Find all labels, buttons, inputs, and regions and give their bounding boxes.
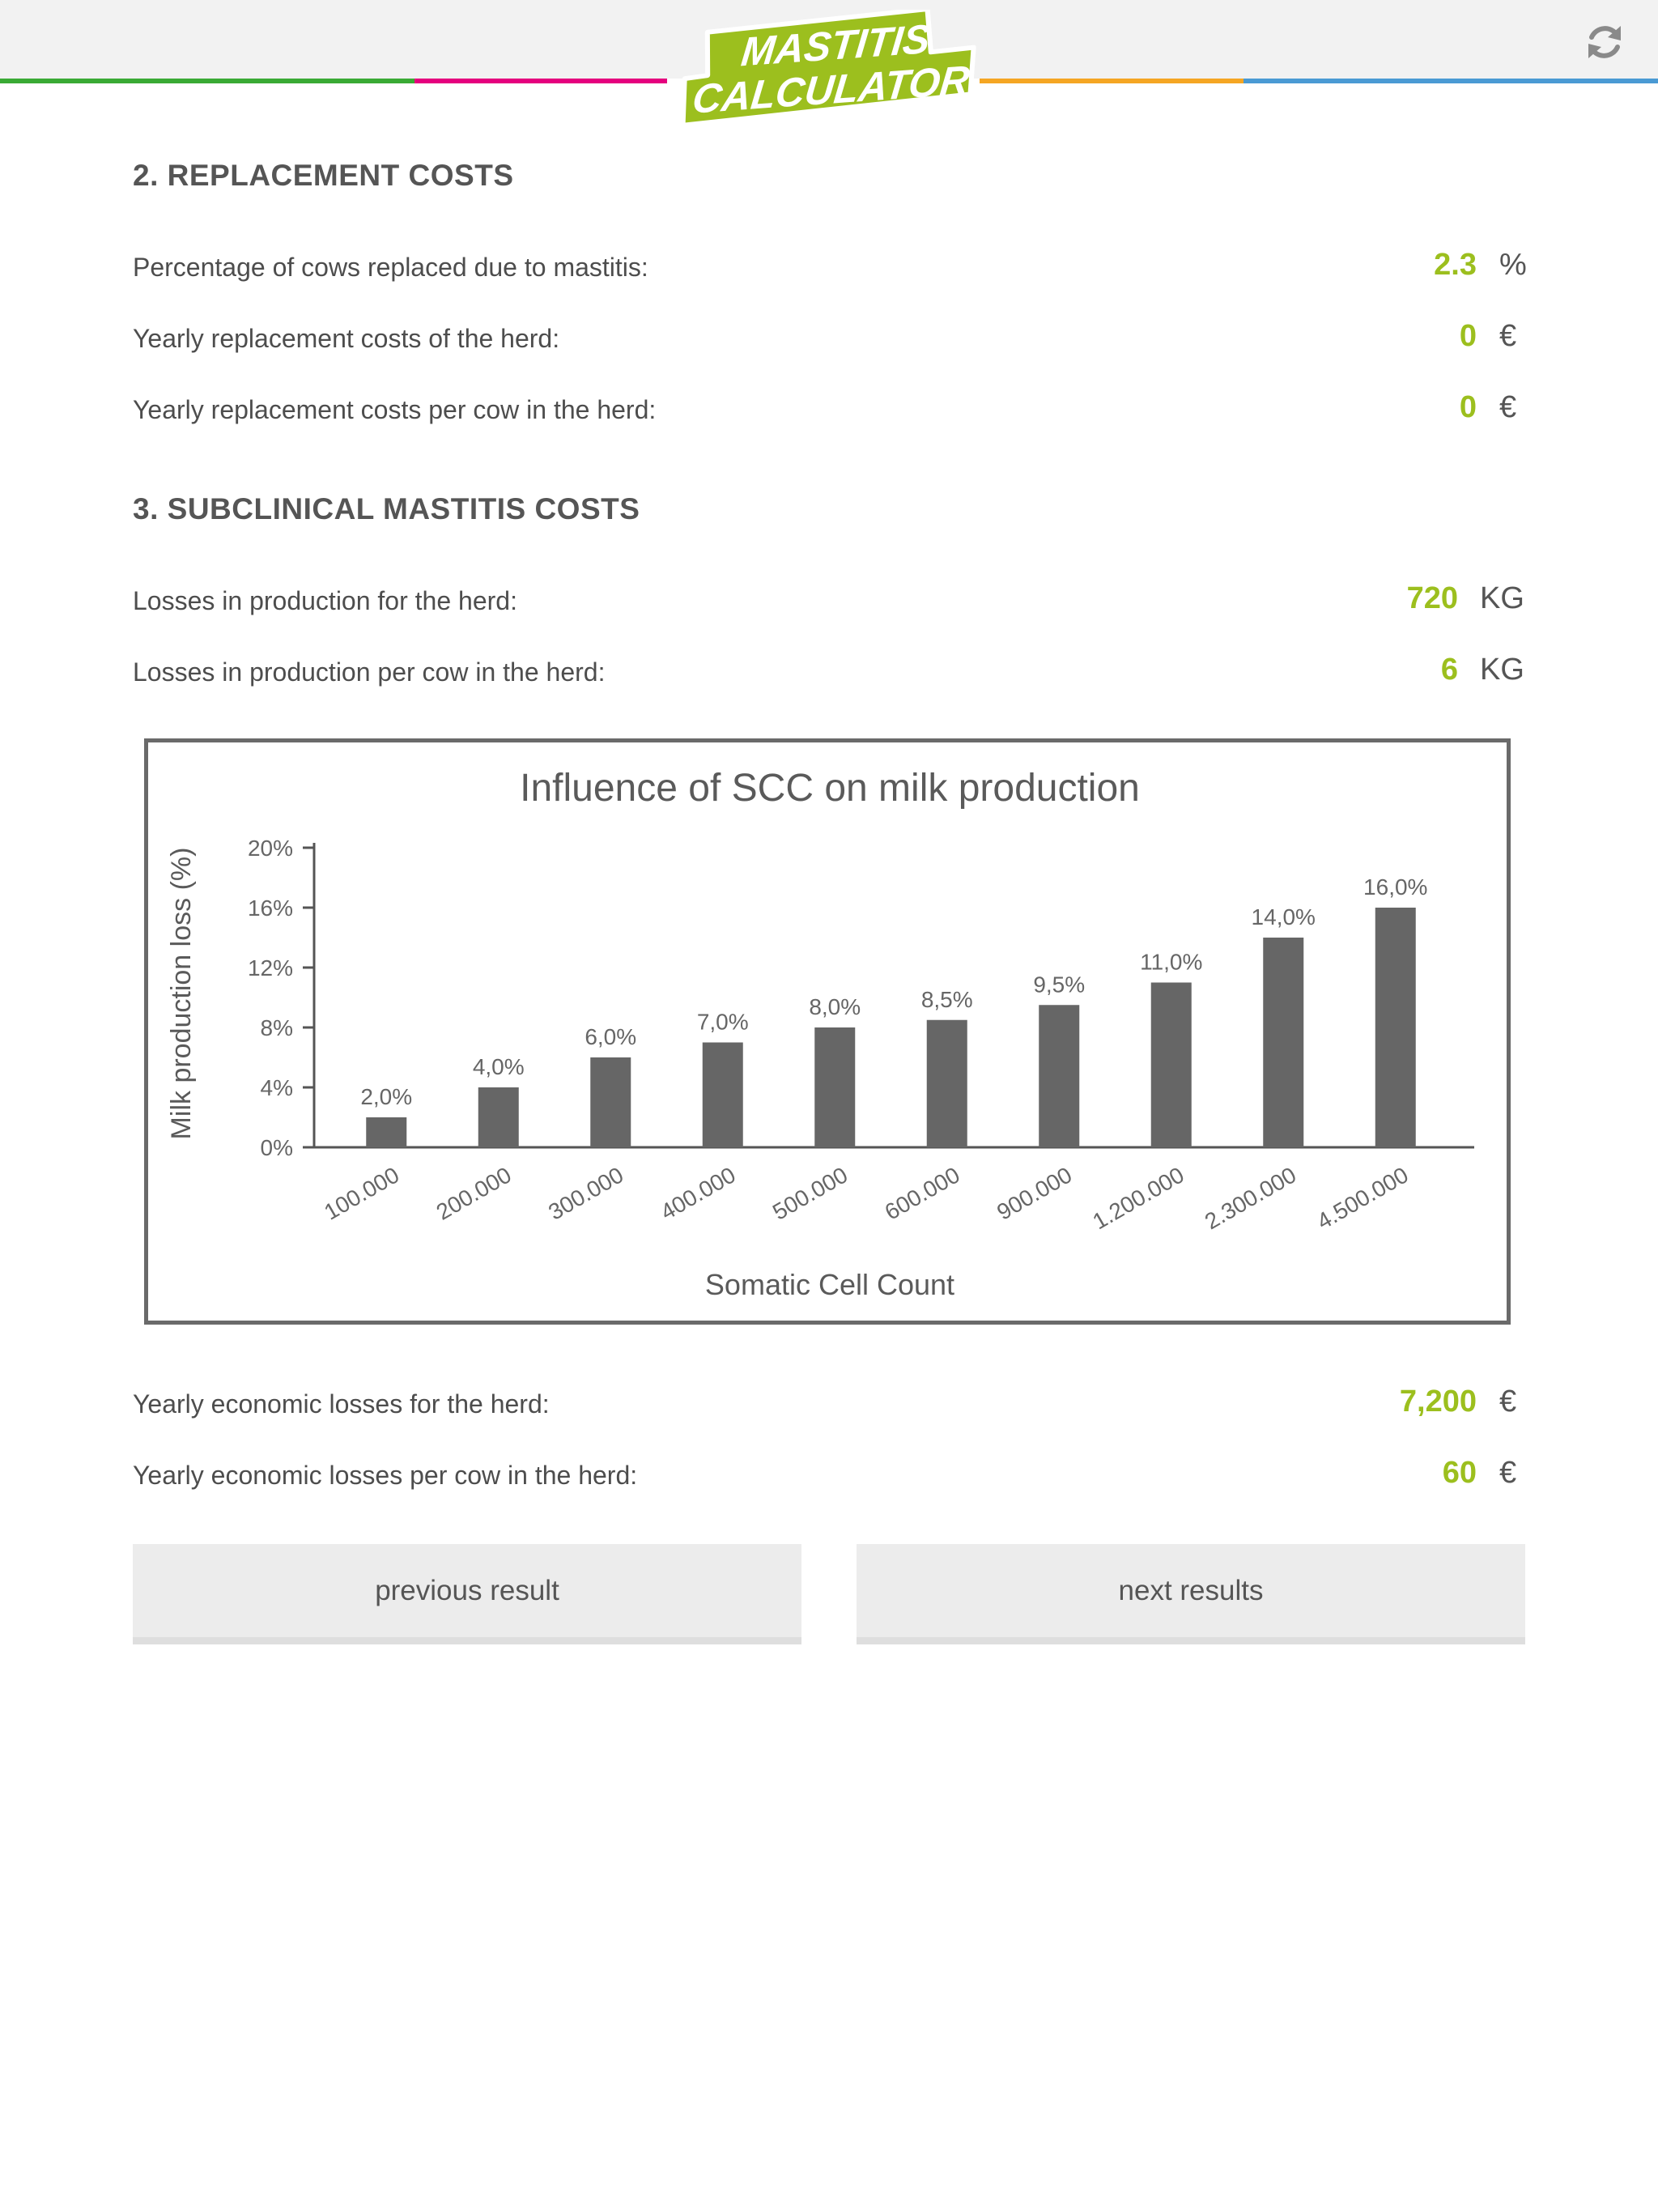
cow-replacement-costs-label: Yearly replacement costs per cow in the … — [133, 395, 657, 424]
chart-x-tick-label: 1.200.000 — [1088, 1162, 1188, 1234]
chart-y-tick-label: 4% — [261, 1075, 293, 1100]
chart-data-label: 8,0% — [809, 994, 861, 1019]
chart-bar — [1375, 908, 1416, 1147]
chart-x-tick-label: 300.000 — [544, 1162, 627, 1224]
cow-economic-losses-label: Yearly economic losses per cow in the he… — [133, 1461, 638, 1490]
replacement-costs-title: 2. REPLACEMENT COSTS — [133, 159, 514, 192]
cow-production-losses-unit: KG — [1480, 653, 1524, 687]
stripe-orange — [980, 79, 1244, 83]
chart-data-label: 7,0% — [697, 1010, 749, 1035]
chart-data-label: 16,0% — [1363, 874, 1427, 900]
replaced-percentage-unit: % — [1499, 248, 1527, 282]
chart-x-tick-label: 200.000 — [432, 1162, 516, 1224]
chart-x-tick-label: 4.500.000 — [1312, 1162, 1412, 1234]
chart-bar — [702, 1042, 743, 1147]
previous-result-button[interactable]: previous result — [133, 1544, 801, 1644]
chart-bar — [1039, 1005, 1080, 1147]
stripe-blue — [1244, 79, 1658, 83]
chart-bar — [478, 1087, 519, 1147]
chart-data-label: 11,0% — [1140, 950, 1202, 975]
chart-x-tick-label: 500.000 — [768, 1162, 852, 1224]
chart-bar — [366, 1117, 407, 1147]
replaced-percentage-label: Percentage of cows replaced due to masti… — [133, 253, 648, 282]
chart-y-tick-label: 0% — [261, 1135, 293, 1160]
cow-economic-losses-value: 60 — [1442, 1456, 1477, 1490]
chart-data-label: 4,0% — [473, 1054, 525, 1079]
chart-data-label: 2,0% — [360, 1084, 412, 1109]
refresh-icon[interactable] — [1584, 21, 1626, 63]
chart-y-tick-label: 8% — [261, 1015, 293, 1040]
herd-production-losses-label: Losses in production for the herd: — [133, 586, 517, 615]
chart-data-label: 6,0% — [585, 1024, 636, 1049]
stripe-magenta — [414, 79, 667, 83]
chart-y-tick-label: 12% — [248, 955, 293, 981]
chart-x-tick-label: 900.000 — [993, 1162, 1076, 1224]
herd-economic-losses-unit: € — [1499, 1385, 1517, 1419]
chart-title: Influence of SCC on milk production — [520, 767, 1140, 810]
subclinical-costs-title: 3. SUBCLINICAL MASTITIS COSTS — [133, 492, 640, 525]
herd-economic-losses-value: 7,200 — [1399, 1385, 1477, 1419]
chart-bar — [590, 1057, 631, 1147]
previous-result-label: previous result — [375, 1574, 559, 1606]
next-results-label: next results — [1118, 1574, 1264, 1606]
herd-replacement-costs-unit: € — [1499, 319, 1517, 353]
cow-production-losses-label: Losses in production per cow in the herd… — [133, 657, 606, 687]
chart-x-tick-label: 100.000 — [320, 1162, 403, 1224]
chart-canvas: Influence of SCC on milk production Milk… — [166, 767, 1474, 1301]
chart-y-axis-label: Milk production loss (%) — [166, 848, 197, 1140]
chart-x-tick-label: 600.000 — [881, 1162, 964, 1224]
stripe-green — [0, 79, 414, 83]
app-logo: MASTITIS CALCULATOR — [664, 6, 988, 128]
cow-replacement-costs-value: 0 — [1459, 390, 1477, 424]
herd-economic-losses-label: Yearly economic losses for the herd: — [133, 1389, 550, 1419]
chart-x-tick-label: 400.000 — [657, 1162, 740, 1224]
herd-production-losses-unit: KG — [1480, 581, 1524, 615]
herd-production-losses-value: 720 — [1406, 581, 1458, 615]
chart-data-label: 8,5% — [921, 987, 973, 1012]
chart-bar — [1263, 938, 1304, 1147]
next-results-button[interactable]: next results — [857, 1544, 1525, 1644]
cow-production-losses-value: 6 — [1440, 653, 1458, 687]
scc-chart: Influence of SCC on milk production Milk… — [144, 738, 1511, 1325]
herd-replacement-costs-label: Yearly replacement costs of the herd: — [133, 324, 560, 353]
chart-data-label: 14,0% — [1252, 904, 1316, 929]
chart-bar — [814, 1027, 856, 1147]
chart-y-tick-label: 20% — [248, 836, 293, 861]
chart-y-tick-label: 16% — [248, 895, 293, 921]
herd-replacement-costs-value: 0 — [1459, 319, 1477, 353]
chart-bar — [926, 1019, 967, 1147]
chart-x-tick-label: 2.300.000 — [1201, 1162, 1300, 1234]
replaced-percentage-value: 2.3 — [1434, 248, 1477, 282]
chart-bar — [1150, 982, 1192, 1147]
cow-economic-losses-unit: € — [1499, 1456, 1517, 1490]
chart-data-label: 9,5% — [1033, 972, 1085, 997]
chart-x-axis-label: Somatic Cell Count — [705, 1268, 954, 1301]
cow-replacement-costs-unit: € — [1499, 390, 1517, 424]
